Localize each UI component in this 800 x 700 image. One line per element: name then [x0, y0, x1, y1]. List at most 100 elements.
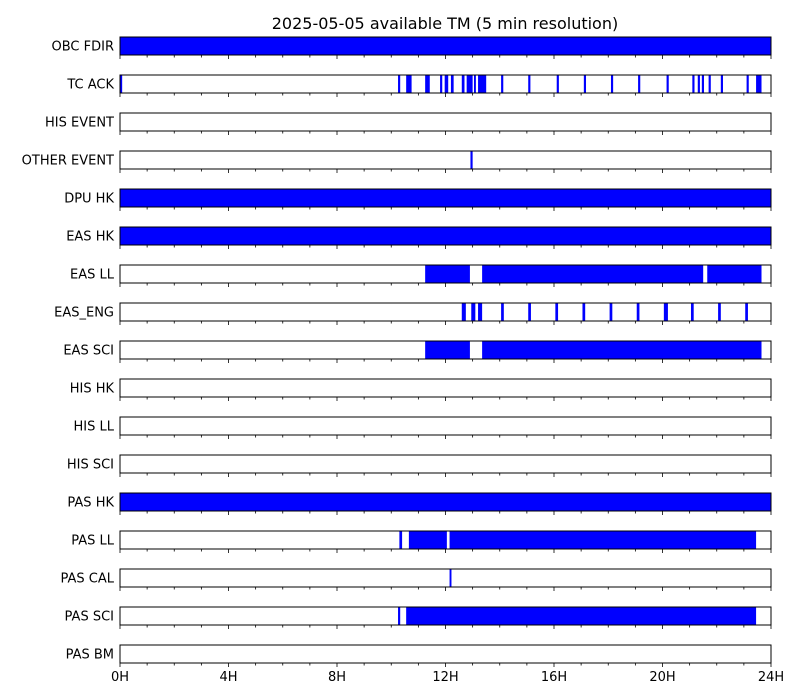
row-label: PAS LL	[71, 534, 115, 549]
availability-bar	[697, 75, 700, 93]
availability-bar	[406, 75, 412, 93]
row-label: DPU HK	[64, 192, 114, 207]
availability-bar	[745, 303, 748, 321]
row-pas-sci: PAS SCI	[65, 606, 772, 629]
availability-bar	[471, 303, 476, 321]
row-obc-fdir: OBC FDIR	[52, 36, 772, 59]
availability-bar	[638, 75, 641, 93]
availability-bar	[398, 607, 401, 625]
availability-bar	[399, 531, 403, 549]
chart-title: 2025-05-05 available TM (5 min resolutio…	[272, 14, 618, 33]
availability-bar	[636, 303, 640, 321]
row-label: TC ACK	[66, 78, 114, 93]
row-label: EAS SCI	[63, 344, 114, 359]
row-label: PAS BM	[66, 648, 114, 663]
row-other-event: OTHER EVENT	[22, 150, 772, 173]
availability-bar	[720, 75, 723, 93]
row-label: PAS HK	[67, 496, 114, 511]
row-frame	[119, 568, 772, 588]
availability-bar	[461, 75, 465, 93]
availability-bar	[609, 303, 613, 321]
availability-bar	[408, 531, 447, 549]
availability-bar	[501, 303, 504, 321]
availability-bar	[718, 303, 721, 321]
row-label: EAS HK	[66, 230, 114, 245]
row-eas-ll: EAS LL	[70, 264, 772, 287]
availability-bar	[610, 75, 614, 93]
row-eas-hk: EAS HK	[66, 226, 772, 249]
row-pas-ll: PAS LL	[71, 530, 772, 553]
availability-bar	[663, 303, 668, 321]
availability-bar	[583, 75, 587, 93]
availability-bar	[582, 303, 586, 321]
row-pas-hk: PAS HK	[67, 492, 772, 515]
x-tick-label: 16H	[541, 670, 567, 685]
availability-bar	[470, 151, 473, 169]
availability-bar	[444, 75, 449, 93]
row-eas-eng: EAS_ENG	[54, 302, 772, 325]
availability-bar	[482, 265, 704, 283]
row-pas-cal: PAS CAL	[61, 568, 772, 591]
availability-bar	[120, 75, 123, 93]
availability-bar	[398, 75, 401, 93]
availability-bar	[449, 531, 757, 549]
x-tick-label: 0H	[111, 670, 129, 685]
x-tick-label: 12H	[432, 670, 458, 685]
availability-bar	[120, 493, 771, 511]
availability-bar	[120, 37, 771, 55]
availability-bar	[701, 75, 705, 93]
availability-bar	[449, 569, 452, 587]
row-eas-sci: EAS SCI	[63, 340, 772, 363]
availability-bar	[690, 303, 694, 321]
availability-bar	[440, 75, 443, 93]
availability-bar	[466, 75, 473, 93]
row-his-ll: HIS LL	[74, 416, 772, 439]
availability-bar	[478, 75, 487, 93]
availability-bar	[120, 189, 771, 207]
availability-bar	[528, 303, 531, 321]
availability-bar	[482, 341, 762, 359]
row-dpu-hk: DPU HK	[64, 188, 772, 211]
x-tick-label: 24H	[758, 670, 784, 685]
availability-bar	[556, 75, 559, 93]
availability-bar	[425, 265, 470, 283]
row-his-hk: HIS HK	[70, 378, 772, 401]
availability-bar	[666, 75, 669, 93]
availability-bar	[707, 265, 762, 283]
availability-bar	[473, 75, 476, 93]
x-tick-label: 4H	[219, 670, 237, 685]
row-frame	[119, 378, 772, 398]
row-label: OBC FDIR	[52, 40, 115, 55]
availability-bar	[450, 75, 454, 93]
row-frame	[119, 454, 772, 474]
row-label: HIS EVENT	[45, 116, 114, 131]
availability-bar	[120, 227, 771, 245]
row-pas-bm: PAS BM	[66, 644, 772, 667]
x-tick-label: 8H	[328, 670, 346, 685]
row-his-event: HIS EVENT	[45, 112, 772, 135]
availability-bar	[528, 75, 531, 93]
availability-bar	[692, 75, 695, 93]
row-label: EAS LL	[70, 268, 115, 283]
availability-bar	[746, 75, 749, 93]
row-frame	[119, 644, 772, 664]
availability-bar	[425, 341, 470, 359]
row-frame	[119, 150, 772, 170]
row-label: OTHER EVENT	[22, 154, 114, 169]
availability-bar	[425, 75, 430, 93]
availability-bar	[555, 303, 559, 321]
x-tick-label: 20H	[649, 670, 675, 685]
row-his-sci: HIS SCI	[67, 454, 772, 477]
availability-bar	[478, 303, 483, 321]
row-label: HIS HK	[70, 382, 115, 397]
row-frame	[119, 302, 772, 322]
row-label: PAS SCI	[65, 610, 114, 625]
availability-bar	[406, 607, 757, 625]
availability-bar	[501, 75, 504, 93]
availability-bar	[461, 303, 466, 321]
chart-rows: OBC FDIR TC ACK HIS EVENT OTHER EVENT DPU HK…	[22, 36, 772, 667]
row-label: HIS LL	[74, 420, 115, 435]
row-label: EAS_ENG	[54, 306, 114, 321]
x-axis: 0H 4H 8H 12H 16H 20H 24H	[111, 670, 784, 685]
